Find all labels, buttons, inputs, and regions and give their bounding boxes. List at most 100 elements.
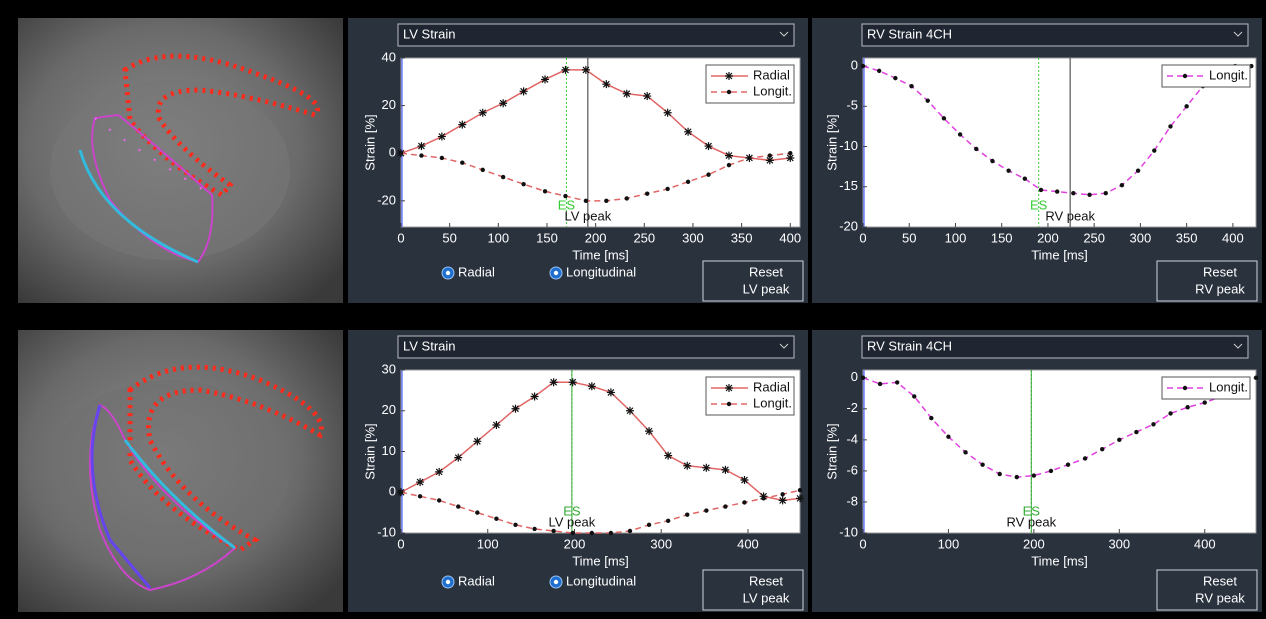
marker-label: LV peak [564, 208, 611, 223]
y-tick-label: 20 [382, 97, 396, 112]
data-point [645, 191, 649, 195]
y-tick-label: -10 [377, 524, 396, 539]
data-point [454, 454, 462, 462]
radio-label: Longitudinal [566, 573, 636, 588]
data-point [705, 142, 713, 150]
data-point [501, 175, 505, 179]
data-point [531, 392, 539, 400]
y-tick-label: 0 [389, 145, 396, 160]
x-tick-label: 200 [564, 536, 586, 551]
legend-marker [725, 72, 733, 80]
data-point [798, 488, 802, 492]
y-tick-label: -10 [839, 524, 858, 539]
dropdown-label: LV Strain [403, 26, 456, 41]
x-tick-label: 400 [1194, 536, 1216, 551]
y-tick-label: 40 [382, 49, 396, 64]
legend-label: Longit. [753, 83, 792, 98]
marker-label: RV peak [1006, 514, 1056, 529]
data-point [1015, 475, 1019, 479]
x-tick-label: 350 [1176, 230, 1198, 245]
data-point [1254, 376, 1258, 380]
data-point [1168, 124, 1172, 128]
dropdown[interactable] [398, 24, 794, 46]
data-point [399, 490, 403, 494]
radio-label: Longitudinal [566, 264, 636, 279]
legend-label: Radial [753, 67, 790, 82]
legend-marker [1183, 74, 1187, 78]
data-point [877, 69, 881, 73]
data-point [704, 508, 708, 512]
data-point [963, 450, 967, 454]
data-point [861, 376, 865, 380]
data-point [481, 168, 485, 172]
radio-dot [554, 580, 558, 584]
data-point [742, 500, 746, 504]
x-tick-label: 100 [945, 230, 967, 245]
dropdown[interactable] [398, 336, 794, 358]
y-axis-label: Strain [%] [824, 114, 839, 170]
radio-dot [554, 271, 558, 275]
y-tick-label: -10 [839, 138, 858, 153]
data-point [878, 382, 882, 386]
radio-label: Radial [458, 573, 495, 588]
data-point [625, 196, 629, 200]
radio-dot [446, 580, 450, 584]
data-point [974, 147, 978, 151]
y-tick-label: -20 [839, 218, 858, 233]
x-tick-label: 0 [859, 536, 866, 551]
data-point [588, 382, 596, 390]
data-point [685, 512, 689, 516]
x-tick-label: 400 [779, 230, 801, 245]
legend-marker [727, 90, 731, 94]
x-tick-label: 400 [1222, 230, 1244, 245]
data-point [494, 517, 498, 521]
data-point [399, 151, 403, 155]
dropdown-label: RV Strain 4CH [867, 26, 952, 41]
data-point [456, 504, 460, 508]
y-axis-label: Strain [%] [362, 423, 377, 479]
data-point [626, 407, 634, 415]
data-point [541, 75, 549, 83]
data-point [1120, 183, 1124, 187]
data-point [440, 156, 444, 160]
legend-marker [725, 384, 733, 392]
button-label: Reset [1203, 573, 1237, 588]
data-point [1136, 168, 1140, 172]
data-point [492, 421, 500, 429]
data-point [561, 66, 569, 74]
marker-label: LV peak [549, 514, 596, 529]
y-axis-label: Strain [%] [362, 114, 377, 170]
data-point [942, 116, 946, 120]
data-point [926, 98, 930, 102]
x-tick-label: 0 [859, 230, 866, 245]
data-point [1039, 188, 1043, 192]
data-point [909, 84, 913, 88]
data-point [1071, 191, 1075, 195]
y-tick-label: -20 [377, 192, 396, 207]
data-point [417, 142, 425, 150]
data-point [1055, 189, 1059, 193]
data-point [550, 378, 558, 386]
data-point [584, 199, 588, 203]
data-point [609, 531, 613, 535]
data-point [725, 152, 733, 160]
x-tick-label: 350 [731, 230, 753, 245]
x-tick-label: 300 [1130, 230, 1152, 245]
mri-image [18, 18, 343, 303]
button-label: Reset [749, 264, 783, 279]
y-tick-label: 20 [382, 402, 396, 417]
x-axis-label: Time [ms] [572, 247, 629, 262]
data-point [643, 92, 651, 100]
data-point [747, 156, 751, 160]
data-point [788, 151, 792, 155]
data-point [475, 510, 479, 514]
radio-dot [446, 271, 450, 275]
data-point [607, 388, 615, 396]
data-point [997, 472, 1001, 476]
data-point [460, 161, 464, 165]
y-tick-label: -8 [846, 493, 858, 508]
data-point [438, 133, 446, 141]
data-point [1152, 148, 1156, 152]
data-point [1151, 422, 1155, 426]
data-point [740, 476, 748, 484]
